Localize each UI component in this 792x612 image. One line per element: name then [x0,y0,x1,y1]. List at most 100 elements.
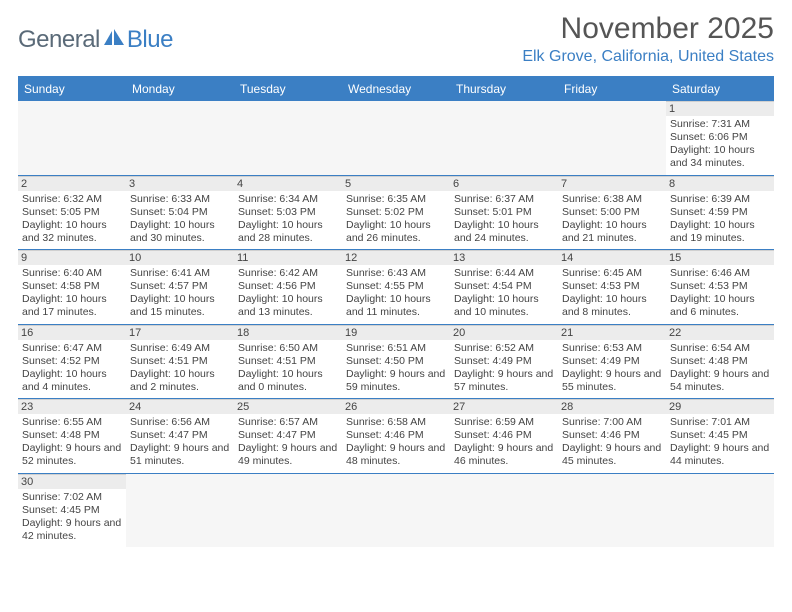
month-title: November 2025 [522,12,774,46]
weekday-header-row: SundayMondayTuesdayWednesdayThursdayFrid… [18,78,774,101]
calendar-cell: 28Sunrise: 7:00 AMSunset: 4:46 PMDayligh… [558,399,666,473]
calendar-cell-empty [18,101,126,175]
daylight-line: Daylight: 9 hours and 42 minutes. [22,517,122,543]
sunrise-line: Sunrise: 6:33 AM [130,193,230,206]
day-number: 17 [126,326,234,340]
calendar-cell: 15Sunrise: 6:46 AMSunset: 4:53 PMDayligh… [666,250,774,324]
day-number: 11 [234,251,342,265]
sunrise-line: Sunrise: 6:46 AM [670,267,770,280]
calendar-cell: 27Sunrise: 6:59 AMSunset: 4:46 PMDayligh… [450,399,558,473]
daylight-line: Daylight: 9 hours and 49 minutes. [238,442,338,468]
sunrise-line: Sunrise: 6:37 AM [454,193,554,206]
calendar-cell-empty [450,474,558,548]
sunrise-line: Sunrise: 6:35 AM [346,193,446,206]
calendar-cell: 30Sunrise: 7:02 AMSunset: 4:45 PMDayligh… [18,474,126,548]
calendar-cell: 11Sunrise: 6:42 AMSunset: 4:56 PMDayligh… [234,250,342,324]
weekday-header: Saturday [666,78,774,101]
weekday-header: Tuesday [234,78,342,101]
sunset-line: Sunset: 4:55 PM [346,280,446,293]
calendar-cell: 18Sunrise: 6:50 AMSunset: 4:51 PMDayligh… [234,325,342,399]
sunrise-line: Sunrise: 6:39 AM [670,193,770,206]
sunset-line: Sunset: 4:57 PM [130,280,230,293]
daylight-line: Daylight: 10 hours and 15 minutes. [130,293,230,319]
sunset-line: Sunset: 4:53 PM [562,280,662,293]
sunrise-line: Sunrise: 6:51 AM [346,342,446,355]
daylight-line: Daylight: 9 hours and 46 minutes. [454,442,554,468]
calendar-cell: 25Sunrise: 6:57 AMSunset: 4:47 PMDayligh… [234,399,342,473]
sunrise-line: Sunrise: 6:52 AM [454,342,554,355]
sunset-line: Sunset: 4:45 PM [670,429,770,442]
day-number: 8 [666,177,774,191]
calendar-cell-empty [450,101,558,175]
sunrise-line: Sunrise: 6:45 AM [562,267,662,280]
daylight-line: Daylight: 10 hours and 26 minutes. [346,219,446,245]
day-number: 20 [450,326,558,340]
sunrise-line: Sunrise: 6:41 AM [130,267,230,280]
daylight-line: Daylight: 10 hours and 4 minutes. [22,368,122,394]
sunset-line: Sunset: 5:05 PM [22,206,122,219]
sunset-line: Sunset: 4:46 PM [346,429,446,442]
sunset-line: Sunset: 5:04 PM [130,206,230,219]
day-number: 15 [666,251,774,265]
sunrise-line: Sunrise: 6:53 AM [562,342,662,355]
calendar-cell-empty [126,101,234,175]
weekday-header: Monday [126,78,234,101]
daylight-line: Daylight: 9 hours and 48 minutes. [346,442,446,468]
sunset-line: Sunset: 4:51 PM [130,355,230,368]
day-number: 19 [342,326,450,340]
calendar-cell: 17Sunrise: 6:49 AMSunset: 4:51 PMDayligh… [126,325,234,399]
daylight-line: Daylight: 10 hours and 0 minutes. [238,368,338,394]
sunset-line: Sunset: 4:46 PM [562,429,662,442]
daylight-line: Daylight: 10 hours and 32 minutes. [22,219,122,245]
sunset-line: Sunset: 4:51 PM [238,355,338,368]
calendar-cell-empty [126,474,234,548]
daylight-line: Daylight: 10 hours and 30 minutes. [130,219,230,245]
day-number: 9 [18,251,126,265]
calendar-cell: 8 Sunrise: 6:39 AMSunset: 4:59 PMDaylight… [666,176,774,250]
sunrise-line: Sunrise: 6:44 AM [454,267,554,280]
calendar-cell: 4Sunrise: 6:34 AMSunset: 5:03 PMDaylight… [234,176,342,250]
day-number: 26 [342,400,450,414]
sunrise-line: Sunrise: 6:56 AM [130,416,230,429]
sunrise-line: Sunrise: 6:40 AM [22,267,122,280]
sunrise-line: Sunrise: 6:42 AM [238,267,338,280]
calendar-week-row: 23Sunrise: 6:55 AMSunset: 4:48 PMDayligh… [18,399,774,474]
sunset-line: Sunset: 4:59 PM [670,206,770,219]
day-number: 16 [18,326,126,340]
daylight-line: Daylight: 10 hours and 8 minutes. [562,293,662,319]
daylight-line: Daylight: 9 hours and 54 minutes. [670,368,770,394]
logo-text-blue: Blue [127,26,173,54]
calendar-cell-empty [342,474,450,548]
day-number: 6 [450,177,558,191]
sunrise-line: Sunrise: 7:31 AM [670,118,770,131]
day-number: 28 [558,400,666,414]
calendar-cell: 12Sunrise: 6:43 AMSunset: 4:55 PMDayligh… [342,250,450,324]
sunset-line: Sunset: 4:47 PM [238,429,338,442]
daylight-line: Daylight: 10 hours and 10 minutes. [454,293,554,319]
daylight-line: Daylight: 9 hours and 44 minutes. [670,442,770,468]
title-block: November 2025 Elk Grove, California, Uni… [522,12,774,66]
calendar-cell: 3Sunrise: 6:33 AMSunset: 5:04 PMDaylight… [126,176,234,250]
calendar-week-row: 2Sunrise: 6:32 AMSunset: 5:05 PMDaylight… [18,176,774,251]
sunset-line: Sunset: 4:49 PM [562,355,662,368]
sunset-line: Sunset: 4:54 PM [454,280,554,293]
sunset-line: Sunset: 5:01 PM [454,206,554,219]
calendar-cell: 2Sunrise: 6:32 AMSunset: 5:05 PMDaylight… [18,176,126,250]
sunrise-line: Sunrise: 6:55 AM [22,416,122,429]
calendar-cell: 19Sunrise: 6:51 AMSunset: 4:50 PMDayligh… [342,325,450,399]
sunrise-line: Sunrise: 6:54 AM [670,342,770,355]
logo-sail-icon [102,27,126,52]
sunset-line: Sunset: 4:50 PM [346,355,446,368]
calendar-cell-empty [234,101,342,175]
sunset-line: Sunset: 5:02 PM [346,206,446,219]
daylight-line: Daylight: 9 hours and 45 minutes. [562,442,662,468]
calendar-week-row: 1Sunrise: 7:31 AMSunset: 6:06 PMDaylight… [18,101,774,176]
day-number: 2 [18,177,126,191]
daylight-line: Daylight: 10 hours and 19 minutes. [670,219,770,245]
sunrise-line: Sunrise: 7:02 AM [22,491,122,504]
calendar-cell: 16Sunrise: 6:47 AMSunset: 4:52 PMDayligh… [18,325,126,399]
calendar-week-row: 16Sunrise: 6:47 AMSunset: 4:52 PMDayligh… [18,325,774,400]
day-number: 25 [234,400,342,414]
calendar-cell: 7Sunrise: 6:38 AMSunset: 5:00 PMDaylight… [558,176,666,250]
sunset-line: Sunset: 6:06 PM [670,131,770,144]
